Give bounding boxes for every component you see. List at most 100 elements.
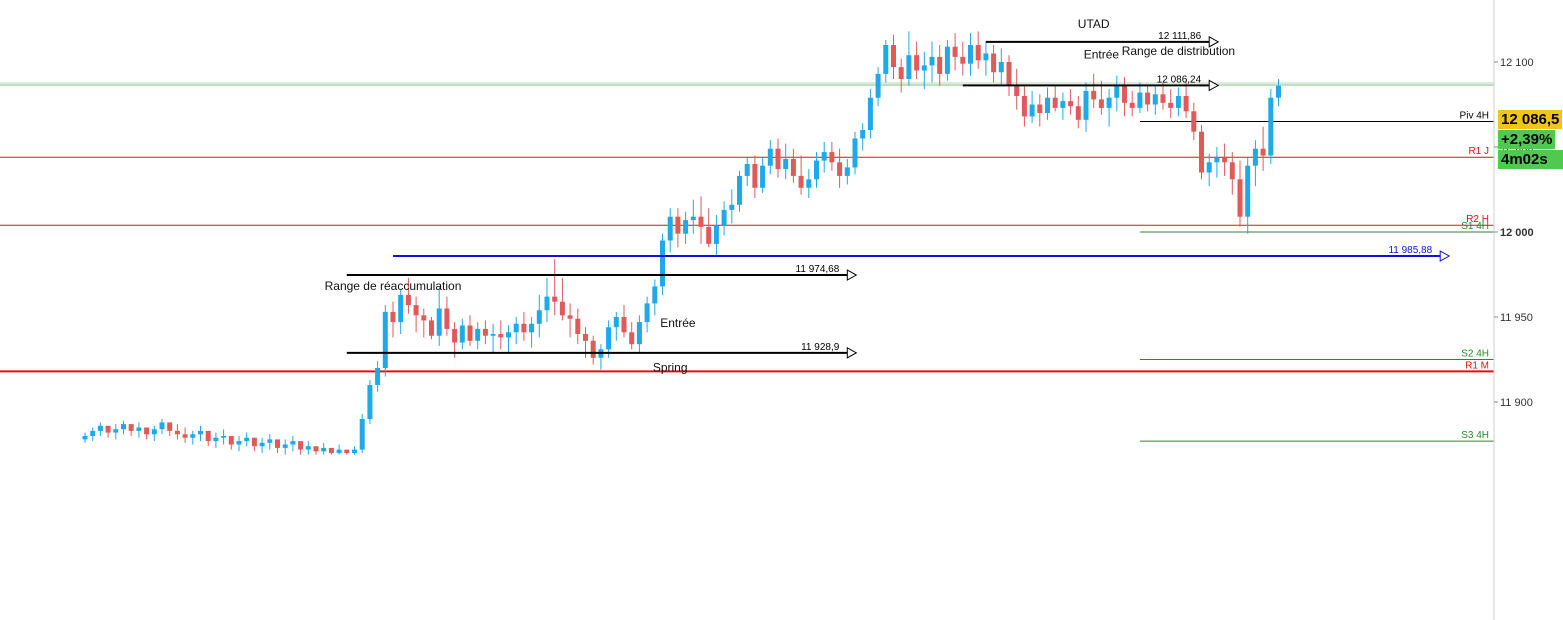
candle-body [444,308,450,329]
candle-body [567,315,573,319]
candle-body [752,164,758,188]
candle-body [275,439,280,448]
y-tick-label: 11 950 [1500,312,1533,324]
candle-body [1106,97,1112,108]
ray-arrow [1208,79,1220,92]
candle-body [313,446,319,452]
candle-body [290,441,296,445]
candle-body [1021,96,1027,117]
candle-body [259,442,265,447]
candle-body [860,130,866,139]
candle-body [898,67,904,79]
candle-body [975,45,981,61]
candle-body [968,45,973,64]
candle-body [744,164,750,176]
candle-body [790,158,796,176]
candle-body [575,318,581,334]
candle-body [1152,94,1158,105]
y-tick-label: 11 900 [1500,397,1533,409]
candle-body [390,311,396,323]
candle-body [167,422,173,431]
ray-label: 12 111,86 [1158,31,1201,42]
candle-body [606,327,612,350]
candle-body [1229,162,1235,180]
candle-body [113,429,119,433]
ray-label: 12 086,24 [1157,74,1202,85]
candle-body [213,437,219,442]
countdown-badge: 4m02s [1498,150,1563,169]
level-label: R2 H [1466,214,1489,225]
annotations: Range de réaccumulation Entrée Spring UTAD E… [325,17,1235,374]
y-tick-label: 12 100 [1500,57,1534,69]
candle-body [305,446,311,450]
candle-body [883,45,889,74]
candle-body [1083,90,1089,120]
candle-body [613,317,619,328]
change-badge: +2,39% [1498,130,1556,149]
candle-body [544,296,550,311]
candle-body [1237,179,1243,217]
candle-body [82,436,88,440]
candle-body [136,427,142,431]
candle-body [97,425,103,431]
candle-body [429,320,434,336]
candle-body [128,424,134,431]
candle-body [1206,162,1212,173]
ray-label: 11 928,9 [801,342,840,353]
candle-body [1145,92,1151,105]
candle-body [713,225,719,244]
candle-body [1129,102,1135,108]
level-label: S2 4H [1461,349,1489,360]
candle-body [321,447,327,452]
candle-body [583,334,588,341]
candle-body [506,332,511,338]
candle-body [1183,96,1189,112]
candle-body [952,46,958,57]
candle-body [1160,94,1166,103]
candle-body [367,385,373,419]
candle-body [1052,97,1058,108]
candle-body [1068,101,1074,107]
candle-body [660,240,665,287]
last-price-badge: 12 086,5 [1498,110,1563,129]
candle-body [498,334,504,338]
candle-body [944,46,950,74]
level-label: S1 4H [1461,221,1489,232]
horizontal-rays: 11 974,68 11 928,9 12 111,86 12 086,24 11 98… [346,31,1451,359]
candle-body [1029,104,1035,117]
level-label: Piv 4H [1460,111,1489,122]
candle-body [1075,106,1081,120]
candle-body [644,303,650,323]
level-label: R1 J [1468,146,1489,157]
candle-body [1114,85,1120,98]
candle-body [1091,90,1097,100]
candle-body [798,175,804,188]
candle-body [960,56,966,64]
candle-body [636,322,642,345]
candle-body [875,73,881,98]
candle-body [867,97,873,130]
candle-body [521,323,527,333]
candle-body [698,216,704,227]
candle-body [914,55,920,71]
candle-body [375,368,381,385]
candle-body [236,441,242,445]
candle-body [829,152,835,163]
y-tick-label: 12 000 [1500,227,1534,239]
annotation-text: Range de réaccumulation [325,279,462,293]
candle-body [251,437,257,447]
candle-body [906,55,912,79]
candle-body [783,158,789,170]
candle-body [929,56,935,66]
candle-body [729,204,735,210]
candle-body [452,328,458,343]
candle-body [529,323,535,333]
ray-arrow [1439,250,1451,262]
candle-body [1168,102,1174,108]
candle-body [467,325,473,341]
candle-body [105,425,111,433]
ray-arrow [846,269,858,281]
candle-body [1199,131,1204,173]
